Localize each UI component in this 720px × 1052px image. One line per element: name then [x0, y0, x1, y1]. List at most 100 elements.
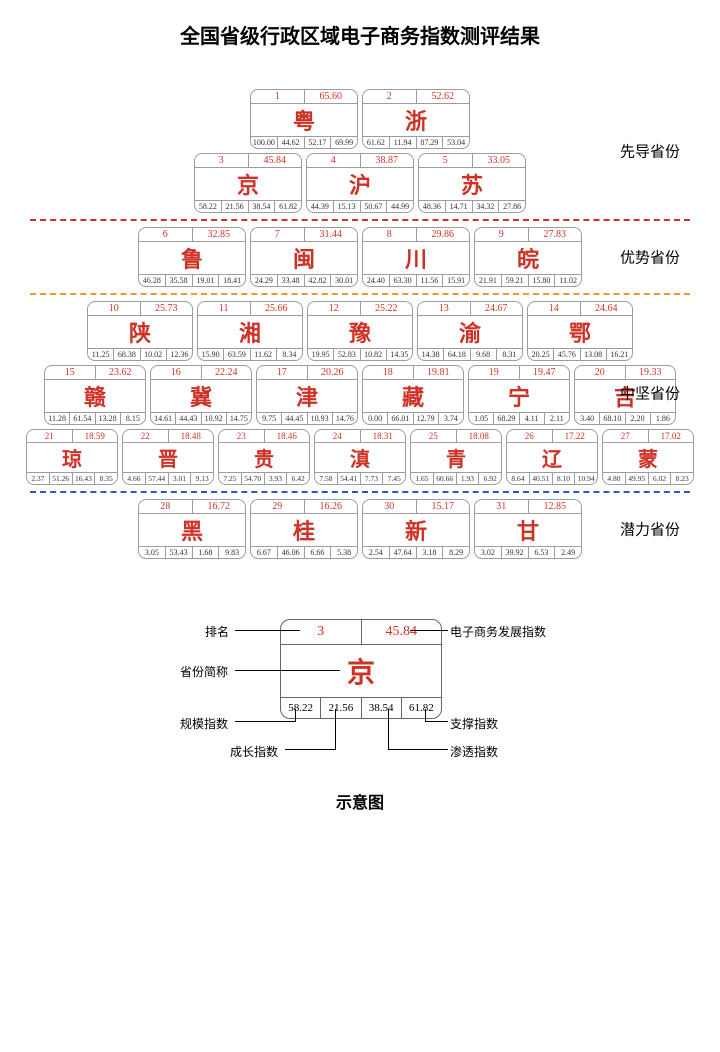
card-rank: 9 — [475, 228, 529, 241]
legend-line — [388, 709, 389, 750]
legend-label-b1: 成长指数 — [230, 743, 278, 760]
legend-province-name: 京 — [281, 645, 441, 698]
card-metric: 11.28 — [45, 413, 70, 424]
card-score: 18.48 — [169, 430, 214, 442]
legend-b0: 58.22 — [281, 698, 321, 718]
card-metric: 3.93 — [265, 473, 288, 484]
card-score: 15.17 — [417, 500, 470, 513]
tiers-container: 165.60粤100.0044.6252.1769.99252.62浙61.62… — [10, 89, 710, 559]
legend-label-b3: 支撑指数 — [450, 715, 498, 732]
tier-label: 先导省份 — [620, 141, 680, 162]
province-card: 1324.67渝14.3864.189.688.31 — [417, 301, 523, 361]
card-province-name: 宁 — [469, 380, 569, 413]
card-metric: 9.83 — [219, 547, 245, 558]
card-score: 18.08 — [457, 430, 502, 442]
province-card: 1819.81藏0.0066.0112.793.74 — [362, 365, 464, 425]
card-province-name: 贵 — [219, 443, 309, 473]
card-metric: 7.45 — [383, 473, 405, 484]
card-score: 12.85 — [529, 500, 582, 513]
card-rank: 13 — [418, 302, 471, 315]
province-card: 533.05苏48.3614.7134.3227.86 — [418, 153, 526, 213]
card-metric: 52.17 — [305, 137, 332, 148]
card-metric: 11.02 — [555, 275, 581, 286]
card-rank: 24 — [315, 430, 361, 442]
card-rank: 21 — [27, 430, 73, 442]
card-metric: 14.35 — [387, 349, 412, 360]
card-rank: 1 — [251, 90, 305, 103]
card-metric: 21.91 — [475, 275, 502, 286]
province-card: 1225.22豫19.9552.8310.8214.35 — [307, 301, 413, 361]
tier: 632.85鲁46.2835.5819.0118.41731.44闽24.293… — [10, 227, 710, 287]
legend-line — [425, 721, 448, 722]
card-rank: 17 — [257, 366, 308, 379]
card-metric: 54.70 — [242, 473, 265, 484]
card-metric: 49.95 — [626, 473, 649, 484]
province-card: 1025.73陕11.2568.3810.0212.36 — [87, 301, 193, 361]
legend-score: 45.84 — [362, 620, 442, 644]
card-metric: 9.13 — [191, 473, 213, 484]
card-score: 18.46 — [265, 430, 310, 442]
card-metric: 6.53 — [529, 547, 556, 558]
card-rank: 2 — [363, 90, 417, 103]
card-score: 33.05 — [473, 154, 526, 167]
card-rank: 12 — [308, 302, 361, 315]
legend-line — [388, 749, 448, 750]
province-card: 1125.66湘15.9063.5911.628.34 — [197, 301, 303, 361]
card-province-name: 蒙 — [603, 443, 693, 473]
card-row: 2816.72黑3.0553.431.689.832916.26桂6.6746.… — [10, 499, 710, 559]
card-row: 1523.62赣11.2861.5413.288.151622.24冀14.61… — [10, 365, 710, 425]
card-rank: 18 — [363, 366, 414, 379]
card-metric: 35.58 — [166, 275, 193, 286]
card-metric: 44.99 — [387, 201, 413, 212]
card-rank: 6 — [139, 228, 193, 241]
card-province-name: 苏 — [419, 168, 525, 201]
card-metric: 44.62 — [278, 137, 305, 148]
card-metric: 44.39 — [307, 201, 334, 212]
card-province-name: 滇 — [315, 443, 405, 473]
legend-line — [425, 709, 426, 722]
card-province-name: 鲁 — [139, 242, 245, 275]
legend-b3: 61.82 — [402, 698, 441, 718]
card-metric: 24.40 — [363, 275, 390, 286]
card-score: 25.73 — [141, 302, 193, 315]
card-metric: 33.48 — [278, 275, 305, 286]
card-metric: 10.93 — [308, 413, 333, 424]
legend-b2: 38.54 — [362, 698, 402, 718]
card-rank: 15 — [45, 366, 96, 379]
card-score: 27.83 — [529, 228, 582, 241]
province-card: 1622.24冀14.6144.4310.9214.75 — [150, 365, 252, 425]
card-rank: 3 — [195, 154, 249, 167]
card-metric: 13.28 — [96, 413, 121, 424]
card-metric: 9.75 — [257, 413, 282, 424]
card-province-name: 粤 — [251, 104, 357, 137]
card-province-name: 津 — [257, 380, 357, 413]
card-rank: 30 — [363, 500, 417, 513]
card-metric: 45.76 — [554, 349, 580, 360]
card-metric: 59.21 — [502, 275, 529, 286]
card-metric: 14.71 — [446, 201, 473, 212]
province-card: 2218.48晋4.6657.443.019.13 — [122, 429, 214, 485]
card-rank: 25 — [411, 430, 457, 442]
card-metric: 0.00 — [363, 413, 388, 424]
card-metric: 63.59 — [224, 349, 250, 360]
card-metric: 46.28 — [139, 275, 166, 286]
card-rank: 16 — [151, 366, 202, 379]
card-province-name: 渝 — [418, 316, 522, 349]
province-card: 2318.46贵7.2554.703.936.42 — [218, 429, 310, 485]
card-row: 165.60粤100.0044.6252.1769.99252.62浙61.62… — [10, 89, 710, 149]
card-metric: 14.76 — [333, 413, 357, 424]
card-metric: 34.32 — [473, 201, 500, 212]
province-card: 1523.62赣11.2861.5413.288.15 — [44, 365, 146, 425]
card-metric: 3.02 — [475, 547, 502, 558]
legend-line — [235, 670, 340, 671]
province-card: 1720.26津9.7544.4510.9314.76 — [256, 365, 358, 425]
card-row: 345.84京58.2221.5638.5461.82438.87沪44.391… — [10, 153, 710, 213]
card-metric: 64.18 — [444, 349, 470, 360]
card-metric: 2.11 — [545, 413, 569, 424]
province-card: 252.62浙61.6211.9487.2953.04 — [362, 89, 470, 149]
card-province-name: 辽 — [507, 443, 597, 473]
card-metric: 61.54 — [70, 413, 95, 424]
province-card: 2418.31滇7.5854.417.737.45 — [314, 429, 406, 485]
tier-divider — [30, 293, 690, 295]
card-metric: 11.94 — [390, 137, 417, 148]
